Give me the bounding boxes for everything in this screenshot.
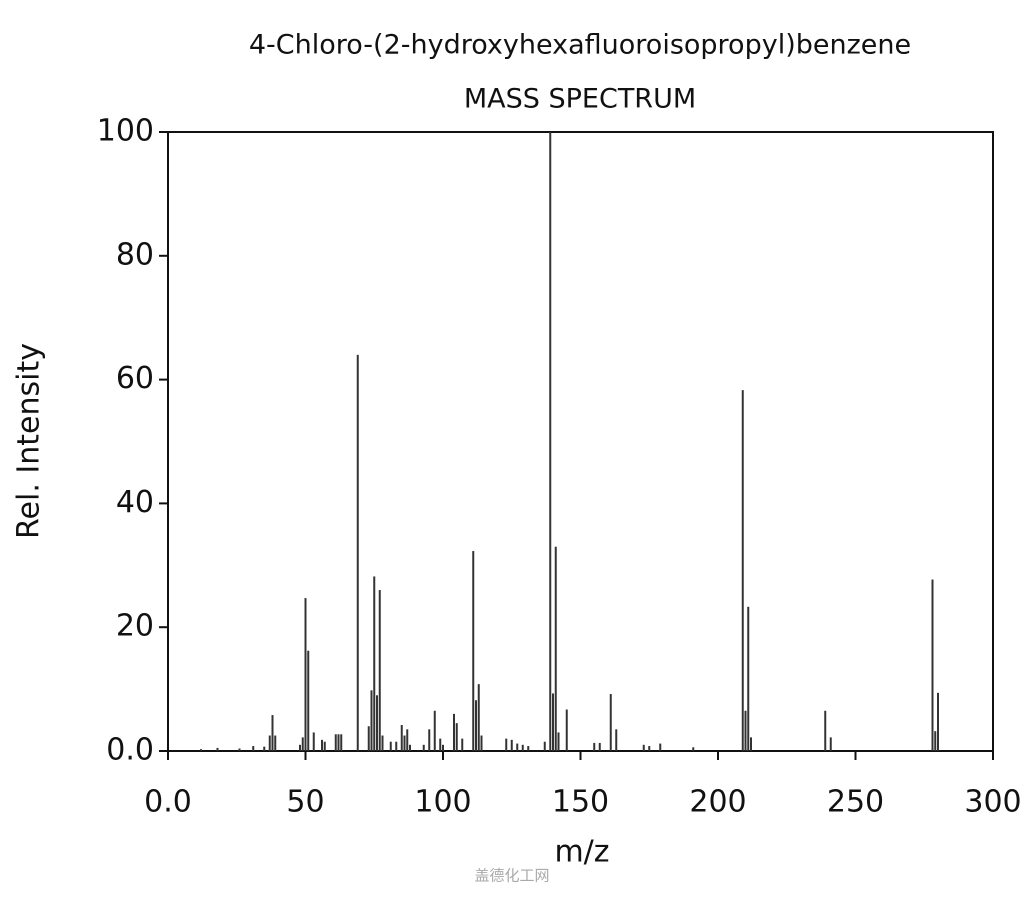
peak [334, 734, 337, 751]
peak [934, 731, 937, 751]
y-axis-label: Rel. Intensity [12, 343, 47, 539]
peak [477, 684, 480, 751]
peak [428, 729, 431, 751]
peak [747, 606, 750, 751]
peak [937, 692, 939, 751]
x-tick-label: 250 [827, 785, 884, 820]
peak [543, 741, 546, 751]
x-axis-label: m/z [554, 835, 609, 870]
peak [200, 749, 202, 751]
peak [422, 744, 425, 751]
peak [741, 390, 744, 751]
y-tick-label: 100 [97, 114, 154, 149]
peak [593, 742, 596, 751]
peak [376, 695, 378, 751]
x-tick-label: 0.0 [144, 785, 192, 820]
x-tick-label: 200 [689, 785, 746, 820]
peak [453, 713, 455, 751]
peak [403, 735, 406, 751]
peak [931, 579, 934, 751]
x-tick-label: 50 [286, 785, 324, 820]
y-tick-label: 80 [116, 237, 154, 272]
peak [527, 746, 530, 751]
chart-subtitle: MASS SPECTRUM [464, 84, 696, 115]
x-tick-label: 100 [414, 785, 471, 820]
peak [299, 744, 301, 751]
peak [609, 694, 612, 751]
plot-frame [167, 131, 994, 752]
peak [312, 732, 315, 751]
peak [659, 743, 662, 751]
y-tick-label: 60 [116, 361, 154, 396]
peak [252, 746, 255, 751]
peak [378, 590, 381, 751]
peak [307, 650, 310, 751]
peak [321, 739, 323, 751]
peak [337, 734, 340, 751]
peak [367, 726, 370, 751]
peak [692, 747, 695, 751]
peak [439, 738, 442, 751]
peak [472, 551, 475, 751]
peak [829, 737, 832, 751]
watermark: 盖德化工网 [474, 867, 549, 885]
peak [409, 744, 411, 751]
peak [480, 735, 483, 751]
peak [356, 354, 359, 751]
peak [521, 744, 524, 751]
chart-title: 4-Chloro-(2-hydroxyhexafluoroisopropyl)b… [249, 30, 911, 61]
peak [400, 725, 403, 751]
peak [238, 748, 241, 751]
peak [461, 738, 464, 751]
peak [373, 576, 376, 751]
peak [442, 744, 444, 751]
peak [389, 741, 392, 751]
peak [516, 743, 519, 751]
peak [271, 715, 274, 751]
x-tick-label: 300 [964, 785, 1021, 820]
peak [268, 735, 271, 751]
peak [750, 737, 752, 751]
peak [642, 744, 645, 751]
peak [433, 710, 436, 751]
x-tick-label: 150 [552, 785, 609, 820]
peak [648, 746, 651, 751]
peak [552, 693, 554, 751]
peak [395, 741, 398, 751]
peak [216, 747, 219, 751]
peak [340, 734, 343, 751]
peak [744, 710, 747, 751]
peak [554, 546, 557, 751]
peak [565, 709, 568, 751]
peak [263, 746, 266, 751]
peak [549, 132, 552, 751]
peak [505, 738, 508, 751]
peak [323, 741, 326, 751]
peak [824, 710, 827, 751]
peak [301, 737, 304, 751]
peak [598, 742, 601, 751]
peak [615, 729, 618, 751]
peak [304, 598, 307, 751]
peak [475, 700, 477, 751]
y-tick-label: 40 [116, 485, 154, 520]
peak [406, 729, 409, 751]
peak [510, 739, 513, 751]
peak [370, 690, 373, 751]
y-tick-label: 20 [116, 609, 154, 644]
y-tick-label: 0.0 [106, 733, 154, 768]
peak [381, 735, 384, 751]
peak [274, 735, 277, 751]
peak [557, 732, 560, 751]
peak [455, 723, 458, 751]
